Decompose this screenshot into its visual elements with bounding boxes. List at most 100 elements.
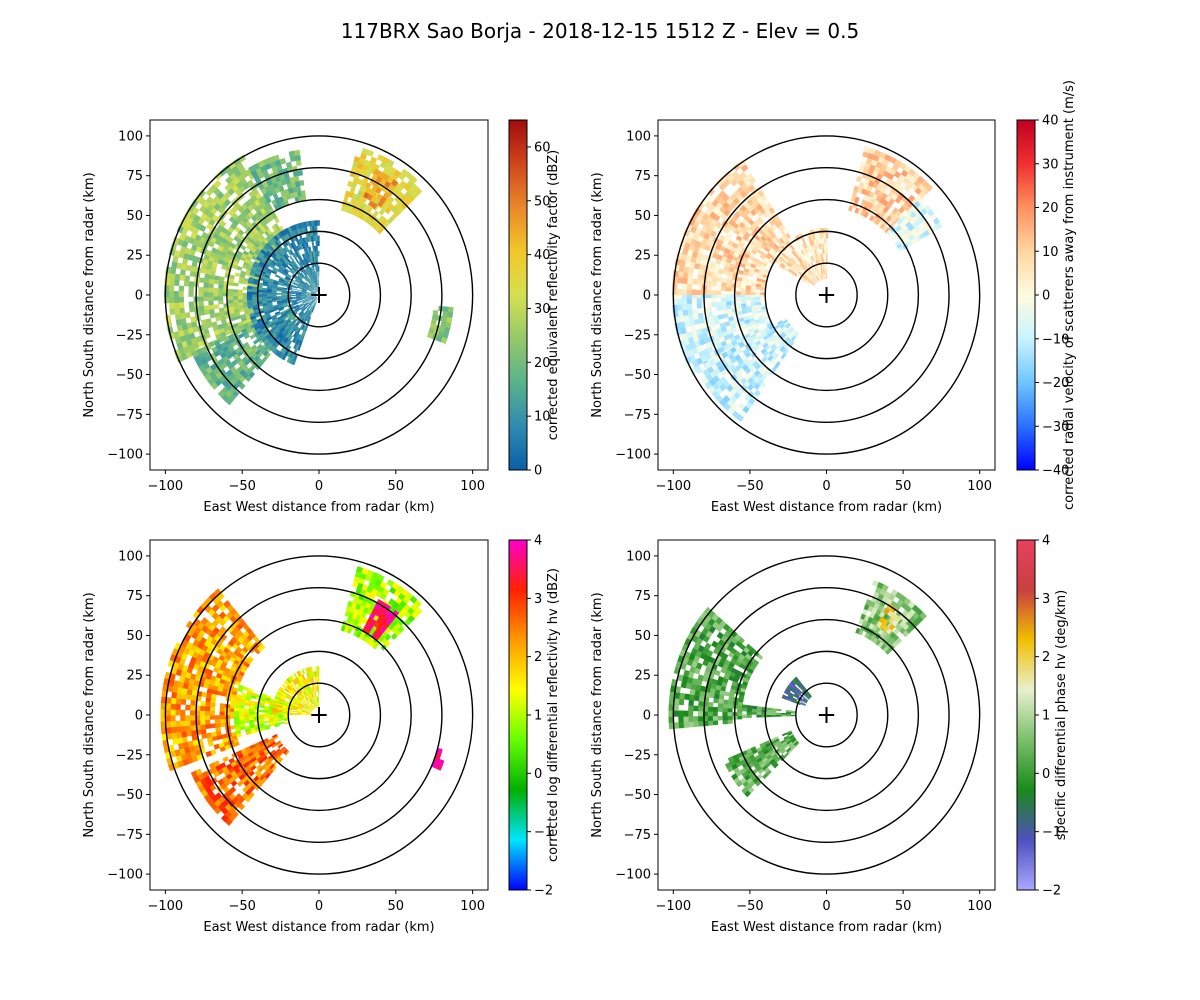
echo-cell [174,307,181,315]
echo-cell [238,803,246,811]
echo-cell [238,707,245,712]
echo-cell [694,667,701,675]
echo-cell [683,242,691,250]
echo-cell [295,251,300,258]
echo-cell [231,810,239,819]
x-axis-label: East West distance from radar (km) [203,500,434,515]
echo-cell [229,656,236,663]
echo-cell [275,748,281,754]
echo-cell [198,784,206,793]
echo-cell [358,213,365,220]
echo-cell [814,265,818,271]
echo-cell [436,335,443,343]
echo-cell [741,306,747,311]
echo-cell [246,690,253,696]
echo-cell [786,331,792,337]
echo-cell [268,307,274,312]
echo-cell [234,257,241,263]
echo-cell [781,317,787,323]
echo-cell [728,316,734,322]
echo-cell [752,777,759,784]
echo-cell [299,304,304,308]
echo-cell [825,238,829,244]
echo-cell [688,694,695,701]
echo-cell [414,187,423,196]
echo-cell [276,164,283,172]
echo-cell [169,273,176,280]
echo-cell [785,713,791,715]
echo-cell [683,314,689,322]
echo-cell [302,698,307,703]
echo-cell [267,248,274,254]
echo-cell [248,714,254,718]
echo-cell [683,266,690,273]
echo-cell [227,334,234,340]
echo-cell [258,766,265,773]
echo-cell [716,277,723,283]
echo-cell [804,259,809,265]
echo-cell [746,345,753,352]
echo-cell [242,341,250,348]
echo-cell [280,190,286,197]
echo-cell [378,208,386,216]
echo-cell [307,287,313,291]
echo-cell [176,686,183,694]
echo-cell [790,265,796,271]
echo-cell [268,737,274,743]
echo-cell [244,773,251,781]
echo-cell [706,306,713,313]
echo-cell [276,180,283,187]
echo-cell [283,715,289,718]
echo-cell [293,282,299,286]
echo-cell [271,299,278,303]
echo-cell [356,178,364,186]
echo-cell [291,290,297,293]
echo-cell [314,276,317,283]
echo-cell [805,258,810,264]
echo-cell [357,200,363,208]
echo-cell [391,179,399,187]
echo-cell [360,572,367,580]
x-tick-label: 0 [822,479,830,494]
echo-cell [300,674,304,681]
echo-cell [760,298,766,302]
echo-cell [190,729,197,736]
echo-cell [249,722,255,726]
echo-cell [703,606,712,616]
echo-cell [293,693,298,698]
echo-cell [773,340,780,346]
echo-cell [735,287,741,292]
echo-cell [218,292,224,297]
echo-cell [301,710,307,713]
echo-cell [728,692,735,698]
echo-cell [688,716,694,722]
echo-cell [677,304,683,311]
echo-cell [707,711,713,717]
echo-cell [771,237,778,244]
echo-cell [375,186,382,194]
echo-cell [700,197,708,206]
echo-cell [691,634,699,643]
echo-cell [206,669,214,676]
echo-cell [230,350,238,357]
echo-cell [355,167,363,175]
echo-cell [721,301,727,307]
x-axis-label: East West distance from radar (km) [711,500,942,515]
echo-cell [807,240,812,247]
echo-cell [734,334,741,341]
echo-cell [729,688,736,694]
echo-cell [784,242,790,248]
echo-cell [738,694,745,700]
echo-cell [361,214,368,222]
echo-cell [190,699,196,706]
echo-cell [294,180,301,187]
echo-cell [276,713,282,715]
echo-cell [819,264,822,270]
echo-cell [246,347,254,354]
echo-cell [265,742,271,747]
echo-cell [167,684,174,692]
echo-cell [277,704,283,708]
echo-cell [810,250,815,257]
echo-cell [783,328,789,334]
echo-cell [891,213,899,221]
